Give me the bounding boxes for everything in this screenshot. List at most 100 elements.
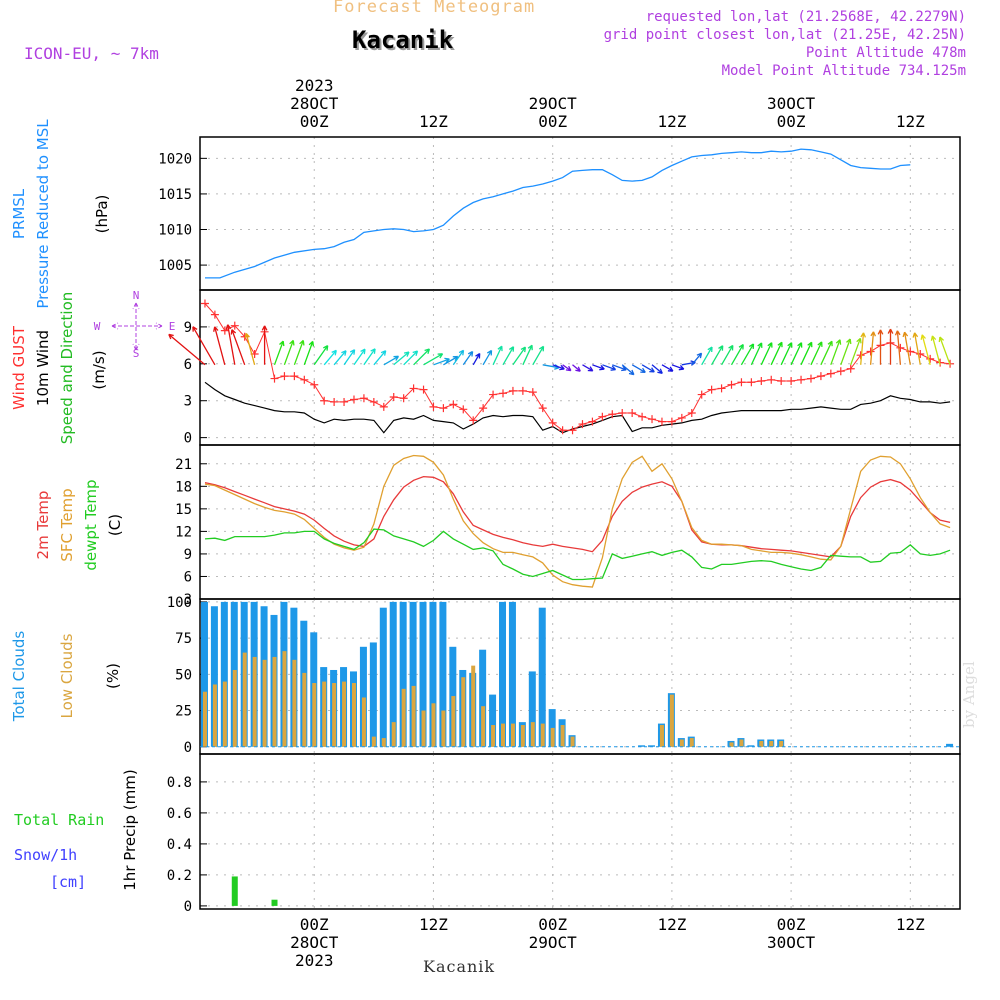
y-tick-label: 6 — [184, 569, 192, 585]
low-cloud-bar — [481, 706, 486, 747]
t2m-label: 2m Temp — [34, 491, 52, 560]
wind-direction-arrow — [621, 364, 635, 376]
gust-marker — [369, 397, 378, 406]
top-time-label: 12Z — [657, 112, 686, 131]
top-time-label: 12Z — [419, 112, 448, 131]
wind-direction-arrow — [780, 342, 793, 366]
low-cloud-bar — [262, 659, 267, 747]
wind-label: 10m Wind — [34, 330, 52, 406]
dewpt-label: dewpt Temp — [82, 479, 100, 570]
wind-direction-arrow — [433, 357, 450, 366]
low-cloud-bar — [332, 683, 337, 747]
wind-direction-arrow — [472, 352, 481, 366]
wind-direction-arrow — [213, 326, 226, 365]
wind-direction-arrow — [612, 364, 627, 372]
gust-marker — [806, 374, 815, 383]
wind-direction-arrow — [363, 348, 376, 366]
wind-direction-arrow — [452, 349, 465, 366]
total-cloud-bar — [508, 601, 516, 747]
wind-direction-arrow — [532, 345, 545, 366]
low-cloud-bar — [312, 683, 317, 747]
wind-direction-arrow — [830, 339, 842, 366]
gust-marker — [439, 404, 448, 413]
wind-direction-arrow — [810, 341, 823, 366]
snow-unit-label: [cm] — [50, 873, 86, 891]
wind-direction-arrow — [869, 331, 877, 365]
y-tick-label: 6 — [184, 357, 192, 373]
wind-direction-arrow — [592, 364, 605, 371]
gust-marker — [310, 380, 319, 389]
gust-marker — [449, 400, 458, 409]
total-cloud-bar — [399, 601, 407, 747]
low-cloud-bar — [570, 736, 575, 747]
bottom-time-label: 00Z — [300, 915, 329, 934]
point-altitude: Point Altitude 478m — [805, 45, 966, 61]
bottom-time-label: 12Z — [657, 915, 686, 934]
wind-direction-arrow — [353, 348, 366, 366]
total-cloud-bar — [200, 601, 208, 747]
bottom-time-label: 29OCT — [529, 933, 578, 952]
gust-marker — [697, 390, 706, 399]
wind-direction-arrow — [860, 332, 867, 365]
gust-marker — [926, 354, 935, 363]
gust-marker — [210, 310, 219, 319]
wind-direction-arrow — [850, 337, 862, 366]
y-tick-label: 3 — [184, 592, 192, 608]
gust-marker — [826, 369, 835, 378]
y-tick-label: 3 — [184, 394, 192, 410]
y-tick-label: 9 — [184, 547, 192, 563]
gust-marker — [608, 410, 617, 419]
total-cloud-bar — [439, 601, 447, 747]
low-cloud-bar — [252, 656, 257, 747]
y-tick-label: 21 — [175, 457, 192, 473]
low-cloud-bar — [540, 723, 545, 747]
total-cloud-bar — [429, 601, 437, 747]
gust-marker — [429, 402, 438, 411]
low-cloud-bar — [759, 740, 764, 747]
meteogram-title: Forecast Meteogram — [333, 0, 536, 17]
gust-marker — [389, 393, 398, 402]
wind-direction-arrow — [542, 364, 560, 370]
total-cloud-bar — [419, 601, 427, 747]
gust-marker — [707, 385, 716, 394]
gust-marker — [359, 394, 368, 403]
low-cloud-bar — [212, 684, 217, 747]
wind-direction-arrow — [482, 349, 493, 366]
gust-marker — [816, 372, 825, 381]
total-cloud-bar — [379, 607, 387, 747]
low-cloud-bar — [381, 738, 386, 747]
wind-direction-arrow — [730, 343, 744, 366]
gust-marker — [767, 375, 776, 384]
wind-direction-arrow — [691, 352, 703, 366]
wind-direction-arrow — [820, 340, 833, 366]
sfc-temp-label: SFC Temp — [58, 488, 76, 561]
wind-direction-arrow — [303, 340, 315, 366]
total-cloud-bar — [946, 743, 954, 747]
top-time-label: 28OCT — [290, 94, 339, 113]
bottom-time-label: 00Z — [538, 915, 567, 934]
bottom-time-label: 2023 — [295, 951, 334, 970]
wind-direction-arrow — [333, 350, 347, 366]
model-name: ICON-EU, ~ 7km — [24, 44, 159, 63]
gust-marker — [638, 412, 647, 421]
gust-marker — [797, 375, 806, 384]
total-cloud-bar — [489, 694, 497, 747]
rain-bar — [271, 899, 278, 906]
gust-marker — [379, 402, 388, 411]
low-cloud-bar — [659, 725, 664, 747]
low-cloud-bar — [302, 672, 307, 747]
wind-direction-arrow — [443, 355, 459, 366]
wind-direction-arrow — [671, 364, 685, 371]
low-cloud-bar — [441, 710, 446, 747]
wind-direction-arrow — [750, 342, 763, 366]
gust-marker — [330, 397, 339, 406]
footer-place-name: Kacanik — [423, 957, 496, 976]
gust-marker — [200, 299, 209, 308]
gust-marker — [737, 378, 746, 387]
total-cloud-bar — [220, 601, 228, 747]
low-cloud-bar — [322, 681, 327, 747]
wind-direction-arrow — [393, 351, 410, 366]
gust-marker — [320, 396, 329, 405]
wind-direction-arrow — [552, 364, 565, 371]
